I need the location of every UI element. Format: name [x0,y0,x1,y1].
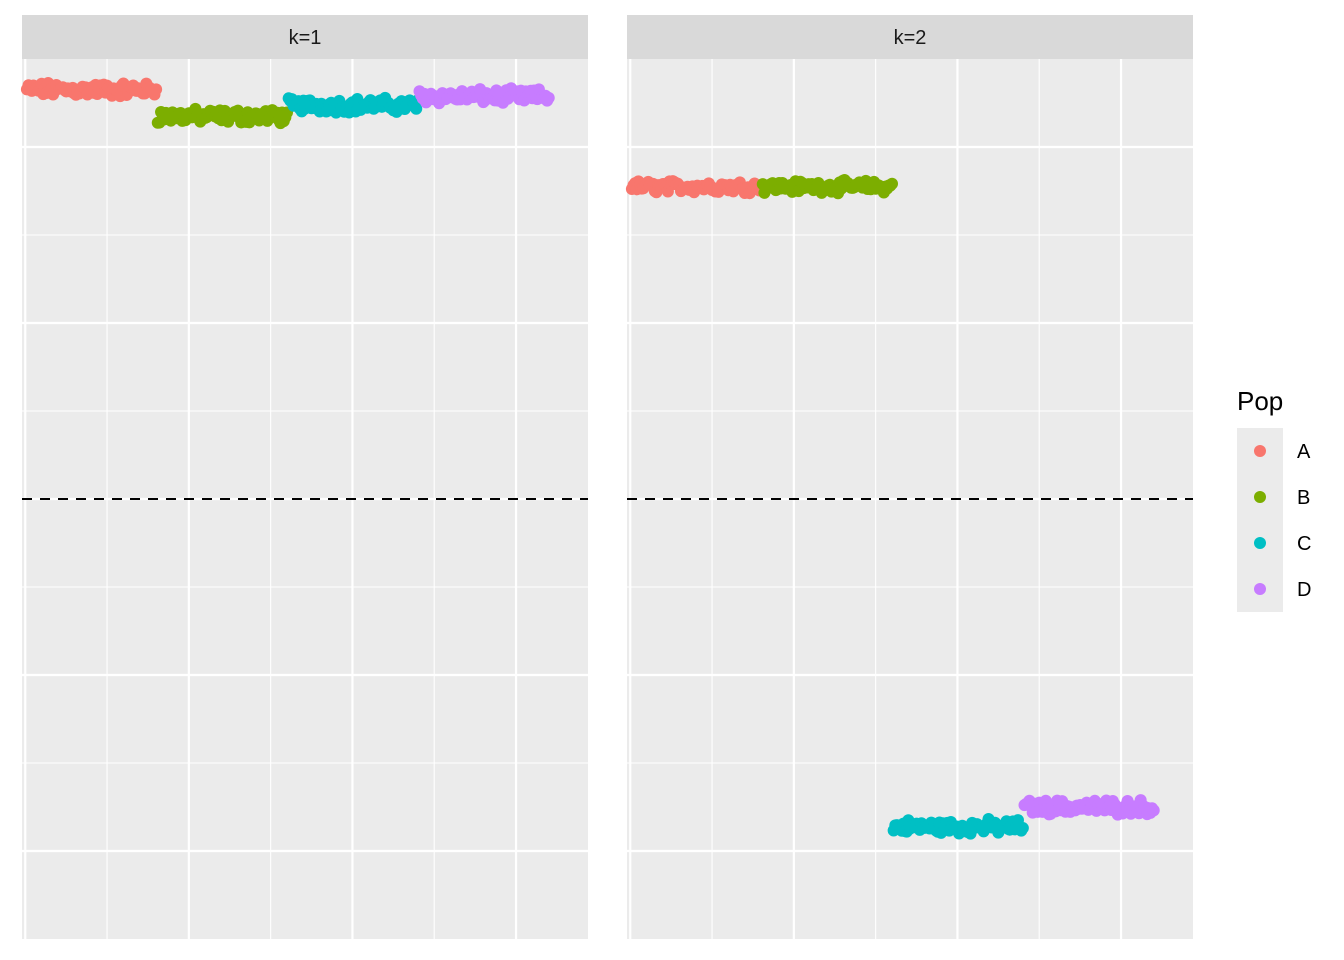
legend-key-background [1237,428,1283,612]
legend-key-c [1254,537,1266,549]
legend-key-b [1254,491,1266,503]
data-point-b [886,177,899,190]
legend-entries: A B C D [1254,441,1311,601]
strip-background [627,15,1193,59]
data-point-a [150,83,163,96]
facet-strip-label: k=2 [894,27,927,49]
legend-title: Pop [1237,386,1283,416]
strip-background [22,15,588,59]
facet-panel-k2: k=2 [625,15,1193,939]
data-point-d [1147,804,1160,817]
facet-strip-label: k=1 [289,27,322,49]
legend-label-a: A [1297,441,1311,463]
legend-label-c: C [1297,533,1311,555]
data-point-c [1016,822,1029,835]
legend: Pop A B C D [1237,386,1311,612]
facet-panel-k1: k=1 [20,15,588,939]
data-point-d [542,91,555,104]
panel-points [20,77,555,130]
legend-key-a [1254,445,1266,457]
legend-label-b: B [1297,487,1310,509]
legend-key-d [1254,583,1266,595]
legend-label-d: D [1297,579,1311,601]
panel-points [625,174,1160,840]
